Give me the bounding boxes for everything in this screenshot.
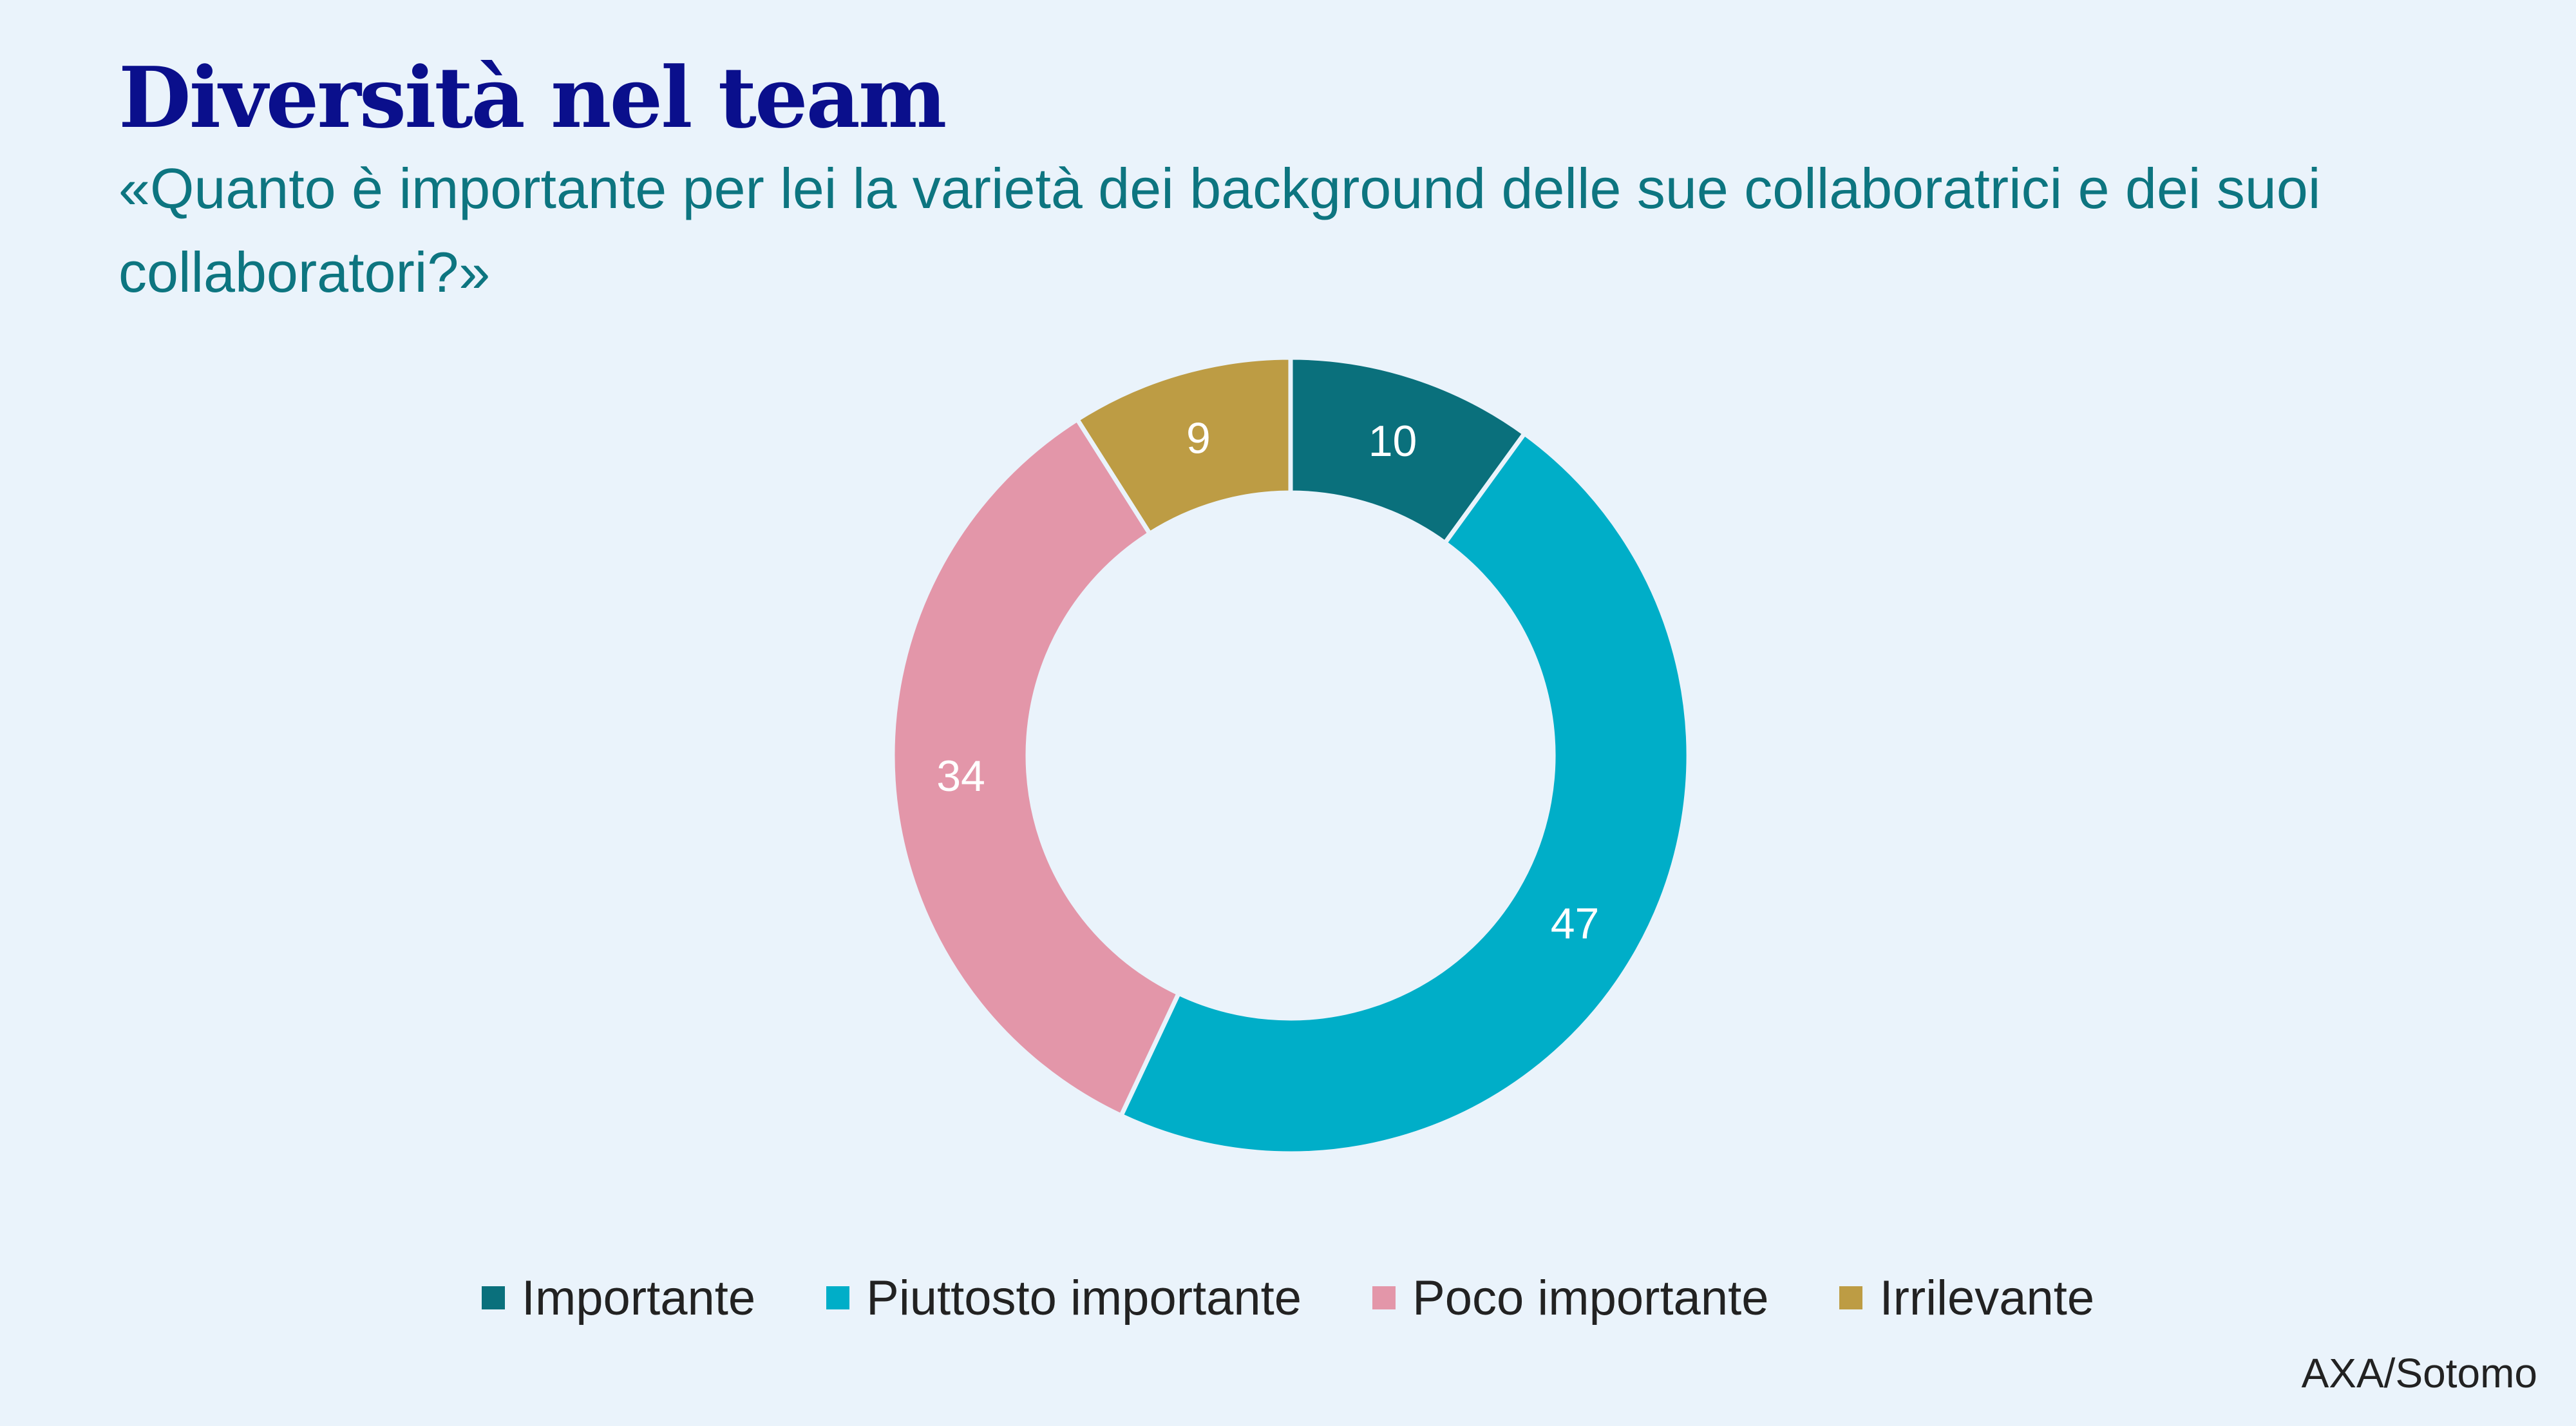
legend-item-importante: Importante — [481, 1270, 756, 1326]
slice-label-poco-importante: 34 — [936, 752, 985, 801]
legend-item-poco-importante: Poco importante — [1372, 1270, 1768, 1326]
legend-label-importante: Importante — [521, 1270, 756, 1326]
legend-label-irrilevante: Irrilevante — [1879, 1270, 2095, 1326]
slice-label-importante: 10 — [1368, 417, 1417, 466]
slice-piuttosto-importante — [1119, 431, 1691, 1156]
legend-swatch-poco-importante — [1372, 1286, 1396, 1309]
slice-poco-importante — [890, 417, 1181, 1118]
legend-swatch-irrilevante — [1839, 1286, 1863, 1309]
legend-label-piuttosto-importante: Piuttosto importante — [866, 1270, 1302, 1326]
legend-item-irrilevante: Irrilevante — [1839, 1270, 2094, 1326]
chart-title: Diversità nel team — [118, 48, 947, 147]
source-credit: AXA/Sotomo — [2301, 1350, 2537, 1396]
legend-swatch-importante — [481, 1286, 505, 1309]
slice-label-piuttosto-importante: 47 — [1551, 899, 1600, 948]
chart-subtitle: «Quanto è importante per lei la varietà … — [118, 157, 2321, 304]
slice-label-irrilevante: 9 — [1186, 414, 1211, 462]
donut-labels: 10 47 34 9 — [936, 414, 1599, 948]
donut-slices — [890, 355, 1691, 1156]
legend-item-piuttosto-importante: Piuttosto importante — [826, 1270, 1302, 1326]
legend: Importante Piuttosto importante Poco imp… — [0, 1266, 2576, 1330]
legend-swatch-piuttosto-importante — [826, 1286, 850, 1309]
legend-label-poco-importante: Poco importante — [1412, 1270, 1769, 1326]
slice-irrilevante — [1075, 355, 1293, 537]
